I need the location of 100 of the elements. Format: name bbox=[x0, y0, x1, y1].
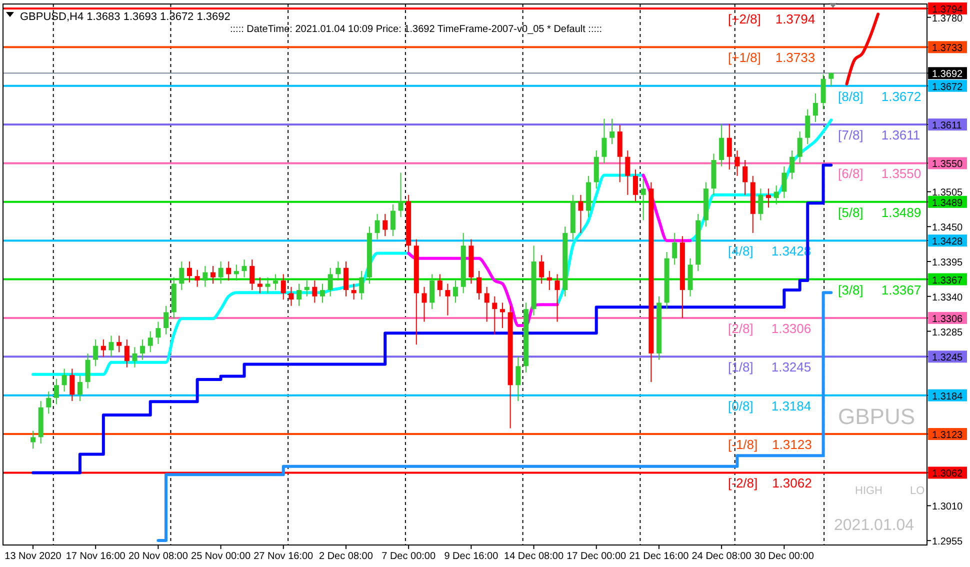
candlestick bbox=[77, 375, 82, 402]
candlestick bbox=[210, 265, 216, 284]
y-tick-label: 1.3489 bbox=[932, 198, 964, 209]
y-tick-label: 1.3245 bbox=[932, 352, 964, 364]
ref-line-label: [3/8] 1.3367 bbox=[838, 282, 922, 298]
y-tick-label: 1.3428 bbox=[932, 236, 964, 248]
line-series bbox=[845, 12, 880, 86]
y-tick-label: 1.3184 bbox=[932, 391, 964, 402]
candlestick bbox=[202, 265, 208, 288]
annotation: GBPUS bbox=[838, 404, 916, 429]
ref-line-label: [7/8] 1.3611 bbox=[838, 128, 920, 143]
candlestick bbox=[304, 280, 310, 297]
y-tick-label: 1.3794 bbox=[932, 4, 964, 16]
candlestick bbox=[516, 356, 521, 402]
candlestick bbox=[328, 267, 333, 297]
x-tick-label: 14 Dec 08:00 bbox=[504, 551, 564, 562]
candlestick bbox=[719, 123, 724, 167]
candlestick bbox=[789, 150, 794, 180]
candlestick bbox=[398, 172, 404, 218]
ref-line-label: [-2/8] 1.3062 bbox=[728, 476, 812, 491]
candlestick bbox=[578, 194, 584, 234]
x-tick-label: 17 Nov 16:00 bbox=[66, 551, 126, 562]
ref-line-label: [1/8] 1.3245 bbox=[728, 360, 812, 375]
text: ::::: DateTime: 2021.01.04 10:09 Price: 1.3692 TimeFrame-2007-v0_05 * Default ::::: bbox=[230, 24, 602, 35]
candlestick bbox=[546, 270, 552, 291]
candlestick bbox=[766, 188, 772, 208]
candlestick bbox=[812, 92, 818, 122]
y-tick-label: 1.3780 bbox=[932, 13, 964, 24]
candlestick bbox=[54, 378, 59, 405]
candlestick bbox=[554, 274, 560, 322]
candlestick bbox=[85, 352, 90, 389]
candlestick bbox=[108, 335, 114, 358]
candlestick bbox=[296, 283, 302, 306]
candlestick bbox=[116, 335, 122, 353]
ref-line-label: [8/8] 1.3672 bbox=[838, 88, 922, 104]
ref-line-label: [2/8] 1.3306 bbox=[728, 320, 812, 336]
candlestick bbox=[156, 321, 161, 344]
y-tick-label: 1.3062 bbox=[932, 468, 964, 480]
candlestick bbox=[257, 276, 262, 294]
x-tick-label: 9 Dec 16:00 bbox=[444, 551, 499, 562]
candlestick bbox=[186, 261, 192, 283]
y-tick-label: 1.3672 bbox=[932, 82, 964, 93]
ref-line-label: [5/8] 1.3489 bbox=[838, 204, 922, 220]
x-tick-label: 27 Nov 16:00 bbox=[254, 551, 314, 562]
ref-line-label: [0/8] 1.3184 bbox=[728, 398, 812, 414]
candlestick bbox=[194, 269, 200, 288]
candlestick bbox=[46, 391, 52, 414]
x-tick-label: 2 Dec 08:00 bbox=[319, 551, 374, 562]
candlestick bbox=[312, 280, 318, 304]
candlestick bbox=[382, 213, 388, 237]
x-tick-label: 17 Dec 00:00 bbox=[566, 551, 627, 562]
candlestick bbox=[265, 276, 270, 294]
y-tick-label: 1.3010 bbox=[932, 502, 964, 513]
candlestick bbox=[445, 283, 450, 316]
candlestick bbox=[359, 270, 364, 300]
candlestick bbox=[492, 296, 498, 335]
y-tick-label: 1.3550 bbox=[932, 159, 964, 170]
candlestick bbox=[625, 150, 630, 196]
ref-line-label: [+1/8] 1.3733 bbox=[728, 50, 816, 66]
candlestick bbox=[422, 286, 427, 322]
candlestick bbox=[179, 261, 184, 291]
candlestick bbox=[602, 118, 607, 164]
x-tick-label: 20 Nov 08:00 bbox=[128, 551, 188, 562]
candlestick bbox=[288, 286, 294, 306]
candlestick bbox=[390, 204, 396, 237]
ref-line-label: [-1/8] 1.3123 bbox=[728, 437, 812, 452]
candlestick bbox=[453, 280, 458, 304]
candlestick bbox=[828, 72, 834, 86]
candlestick bbox=[805, 108, 810, 145]
y-tick-label: 1.3367 bbox=[932, 275, 964, 286]
candlestick bbox=[320, 283, 326, 304]
x-tick-label: 25 Nov 00:00 bbox=[191, 551, 251, 562]
candlestick bbox=[100, 339, 106, 358]
x-tick-label: 24 Dec 08:00 bbox=[692, 551, 752, 562]
y-tick-label: 1.3395 bbox=[932, 258, 964, 268]
candlestick bbox=[476, 270, 482, 300]
candlestick bbox=[351, 283, 356, 300]
candlestick bbox=[140, 339, 146, 360]
candlestick bbox=[632, 169, 638, 202]
y-tick-label: 1.3611 bbox=[932, 120, 962, 132]
ref-line-label: [6/8] 1.3550 bbox=[838, 166, 922, 182]
candlestick bbox=[734, 150, 740, 176]
y-tick-label: 1.3285 bbox=[932, 327, 964, 338]
candlestick bbox=[539, 254, 544, 284]
y-tick-label: 1.3123 bbox=[932, 430, 964, 442]
candlestick bbox=[62, 368, 67, 392]
x-tick-label: 7 Dec 00:00 bbox=[382, 551, 436, 562]
candlestick bbox=[336, 261, 341, 282]
ref-line-label: [+2/8] 1.3794 bbox=[728, 11, 816, 26]
x-tick-label: 21 Dec 16:00 bbox=[629, 551, 690, 562]
candlestick bbox=[774, 184, 779, 205]
candlestick bbox=[218, 261, 224, 284]
candlestick bbox=[742, 160, 748, 196]
y-tick-label: 1.3340 bbox=[932, 292, 964, 304]
candlestick bbox=[797, 130, 802, 164]
candlestick bbox=[234, 264, 239, 282]
y-tick-label: 1.2955 bbox=[932, 536, 964, 548]
x-tick-label: 30 Dec 00:00 bbox=[754, 551, 814, 562]
candlestick bbox=[30, 430, 36, 450]
y-tick-label: 1.3733 bbox=[932, 43, 964, 54]
